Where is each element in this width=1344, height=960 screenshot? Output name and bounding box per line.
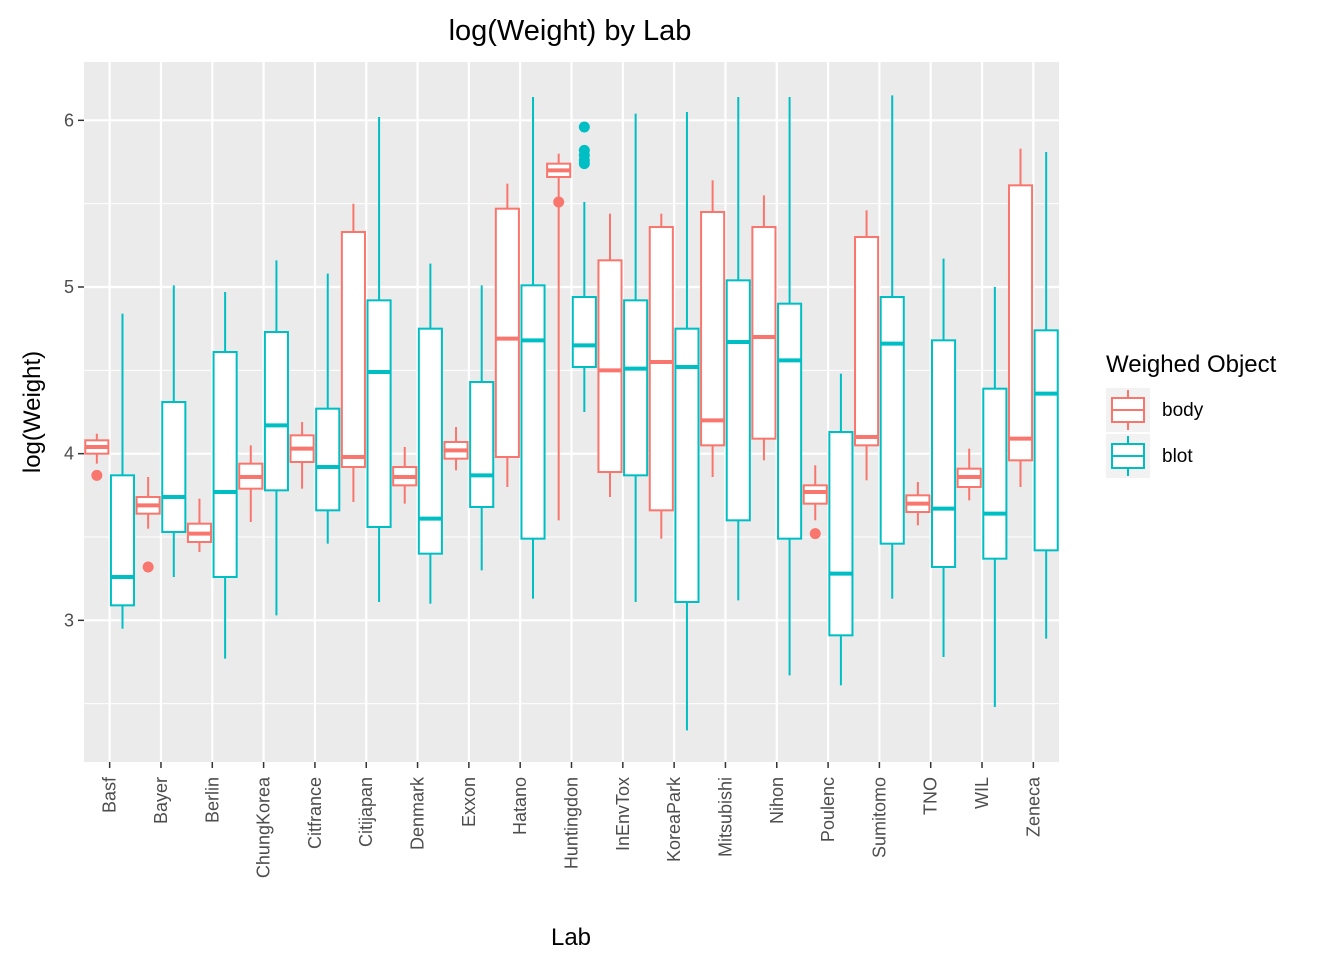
y-tick-label: 3 — [64, 610, 74, 630]
box-blot — [470, 382, 493, 507]
box-body — [342, 232, 365, 467]
box-body — [598, 260, 621, 472]
box-body — [701, 212, 724, 445]
x-axis: Basf Bayer Berlin ChungKorea Citfrance Citija… — [100, 762, 1044, 878]
y-tick-label: 6 — [64, 110, 74, 130]
outlier-point — [810, 528, 821, 539]
box-blot — [778, 304, 801, 539]
x-tick-label: WIL — [972, 777, 992, 809]
box-blot — [829, 432, 852, 635]
y-tick-label: 5 — [64, 277, 74, 297]
x-tick-label: Huntingdon — [562, 777, 582, 869]
box-body — [650, 227, 673, 510]
legend: Weighed Object body blot — [1106, 351, 1277, 478]
x-tick-label: Zeneca — [1023, 776, 1043, 837]
box-blot — [265, 332, 288, 490]
y-axis-title: log(Weight) — [19, 351, 46, 473]
box-blot — [983, 389, 1006, 559]
legend-label-body: body — [1162, 400, 1204, 421]
x-tick-label: Poulenc — [818, 777, 838, 842]
box-blot — [521, 285, 544, 538]
legend-label-blot: blot — [1162, 446, 1193, 467]
x-tick-label: Berlin — [202, 777, 222, 823]
box-body — [1009, 185, 1032, 460]
box-blot — [624, 300, 647, 475]
x-tick-label: Citfrance — [305, 777, 325, 849]
box-blot — [675, 329, 698, 602]
x-tick-label: Exxon — [459, 777, 479, 827]
box-blot — [214, 352, 237, 577]
outlier-point — [143, 562, 154, 573]
box-blot — [573, 297, 596, 367]
x-tick-label: Citijapan — [356, 777, 376, 847]
box-blot — [881, 297, 904, 544]
x-tick-label: InEnvTox — [613, 777, 633, 851]
outlier-point — [91, 470, 102, 481]
box-blot — [727, 280, 750, 520]
x-tick-label: Hatano — [510, 777, 530, 835]
x-tick-label: Nihon — [767, 777, 787, 824]
box-blot — [368, 300, 391, 527]
outlier-point — [579, 122, 590, 133]
box-body — [855, 237, 878, 445]
x-tick-label: Basf — [100, 776, 120, 813]
y-axis: 3 4 5 6 — [64, 110, 84, 630]
outlier-point — [579, 158, 590, 169]
outlier-point — [553, 197, 564, 208]
y-tick-label: 4 — [64, 444, 74, 464]
x-axis-title: Lab — [551, 924, 591, 951]
box-blot — [1035, 330, 1058, 550]
x-tick-label: KoreaPark — [664, 776, 684, 862]
box-blot — [111, 475, 134, 605]
x-tick-label: TNO — [921, 777, 941, 815]
legend-title: Weighed Object — [1106, 351, 1277, 378]
box-blot — [316, 409, 339, 511]
box-body — [804, 485, 827, 503]
box-blot — [162, 402, 185, 532]
x-tick-label: Bayer — [151, 777, 171, 824]
x-tick-label: Mitsubishi — [715, 777, 735, 857]
box-blot — [932, 340, 955, 567]
box-body — [752, 227, 775, 439]
box-body — [496, 209, 519, 457]
x-tick-label: ChungKorea — [254, 776, 274, 878]
chart-title: log(Weight) by Lab — [449, 15, 692, 47]
x-tick-label: Sumitomo — [869, 777, 889, 858]
x-tick-label: Denmark — [408, 776, 428, 850]
